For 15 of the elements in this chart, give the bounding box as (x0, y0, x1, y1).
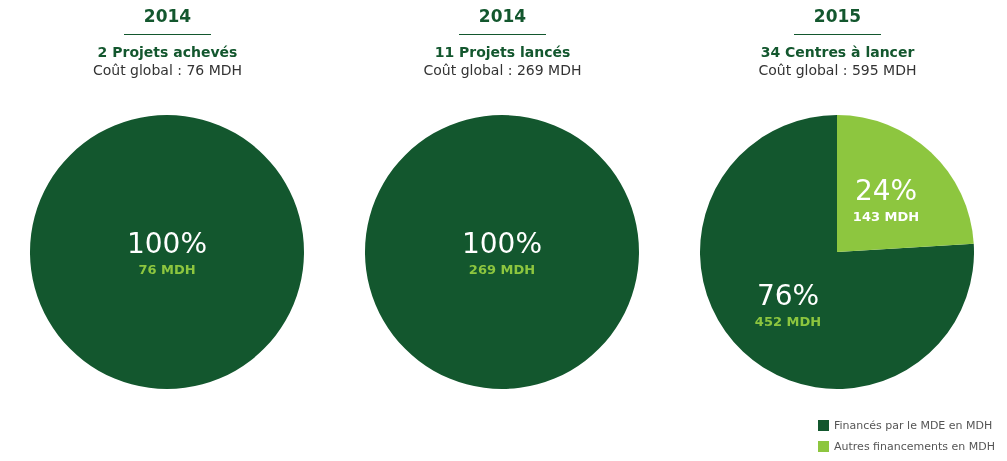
text: Coût global : 595 MDH (757, 62, 918, 78)
chart-subtitle: 34 Centres à lancer (759, 44, 916, 60)
chart-subtitle: 2 Projets achevés (96, 44, 239, 60)
chart-subtitle: 11 Projets lancés (433, 44, 572, 60)
text: Coût global : 269 MDH (422, 62, 583, 78)
chart-title: 2014 (458, 6, 547, 35)
chart-title: 2014 (123, 6, 212, 35)
legend-label: Financés par le MDE en MDH (834, 419, 993, 432)
chart-title: 2015 (793, 6, 882, 35)
text: Coût global : 76 MDH (91, 62, 244, 78)
data-label: 100% 269 MDH (461, 226, 543, 277)
data-label: 24% 143 MDH (852, 174, 920, 225)
legend-label: Autres financements en MDH (834, 440, 996, 453)
data-label: 76% 452 MDH (754, 278, 822, 329)
data-label: 100% 76 MDH (126, 226, 208, 277)
